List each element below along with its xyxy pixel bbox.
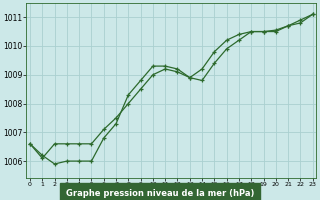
Text: Graphe pression niveau de la mer (hPa): Graphe pression niveau de la mer (hPa) xyxy=(66,189,254,198)
